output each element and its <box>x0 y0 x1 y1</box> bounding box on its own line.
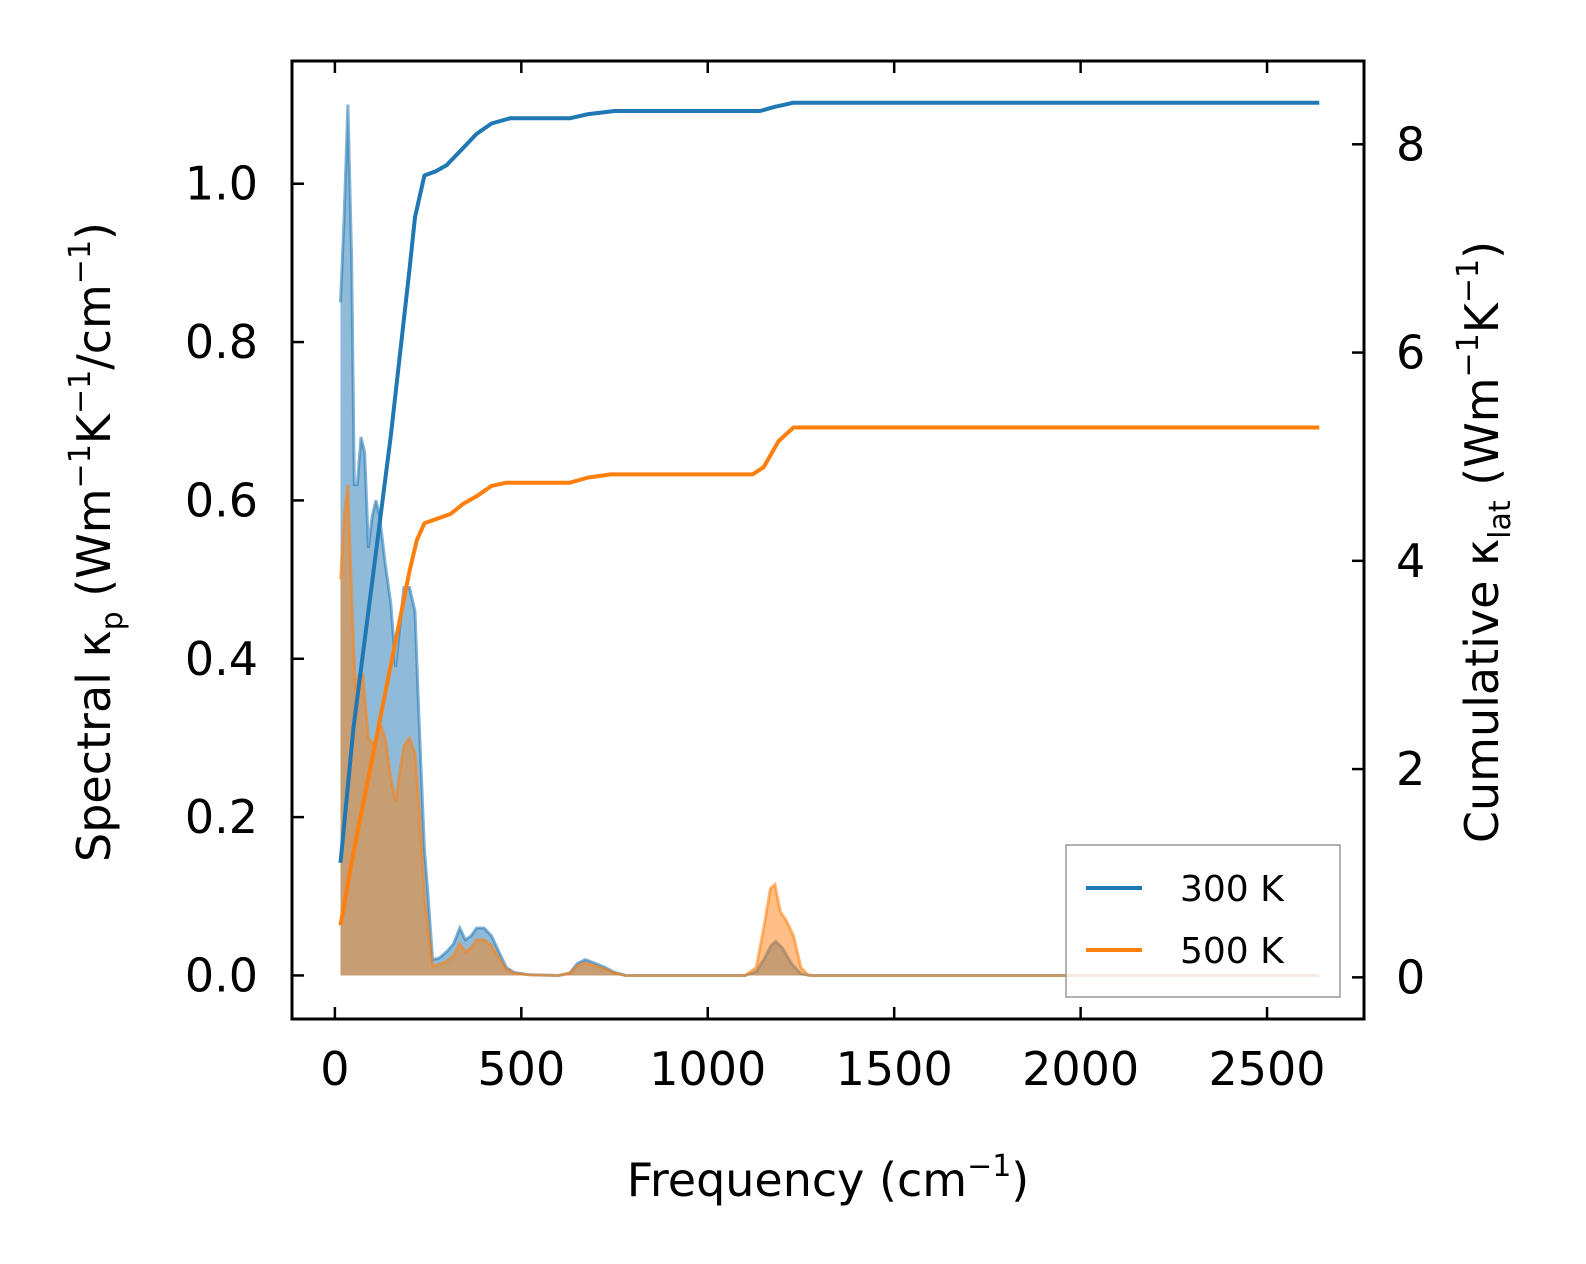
x-axis-ticks: 0 500 1000 1500 2000 2500 <box>320 61 1326 1096</box>
right-y-tick-label: 2 <box>1396 742 1425 796</box>
left-y-tick-label: 0.8 <box>185 315 258 369</box>
right-y-tick-label: 4 <box>1396 534 1425 588</box>
legend-label-500k: 500 K <box>1180 931 1285 972</box>
plot-frame <box>290 59 1366 1021</box>
left-y-axis-ticks: 0.0 0.2 0.4 0.6 0.8 1.0 <box>185 157 304 1002</box>
right-y-tick-label: 6 <box>1396 326 1425 380</box>
x-tick-label: 2500 <box>1209 1042 1326 1096</box>
legend-label-300k: 300 K <box>1180 869 1285 910</box>
right-y-axis-title: Cumulative κlat (Wm−1K−1) <box>1451 241 1518 843</box>
x-tick-label: 0 <box>320 1042 349 1096</box>
x-tick-label: 1500 <box>836 1042 953 1096</box>
left-y-tick-label: 0.6 <box>185 473 258 527</box>
x-tick-label: 2000 <box>1022 1042 1139 1096</box>
right-y-axis-ticks: 0 2 4 6 8 <box>1352 117 1425 1004</box>
left-y-tick-label: 0.0 <box>185 948 258 1002</box>
x-tick-label: 1000 <box>649 1042 766 1096</box>
cumulative-line-300k <box>338 100 1320 863</box>
right-y-tick-label: 8 <box>1396 117 1425 171</box>
left-y-tick-label: 0.4 <box>185 632 258 686</box>
right-y-tick-label: 0 <box>1396 950 1425 1004</box>
cumulative-line-500k <box>338 425 1320 926</box>
legend: 300 K 500 K <box>1065 844 1341 998</box>
legend-box <box>1065 844 1341 998</box>
left-y-tick-label: 1.0 <box>185 157 258 211</box>
x-axis-title: Frequency (cm−1) <box>627 1149 1030 1207</box>
x-tick-label: 500 <box>477 1042 565 1096</box>
left-y-axis-title: Spectral κp (Wm−1K−1/cm−1) <box>63 222 130 862</box>
cumulative-lines <box>338 100 1320 926</box>
left-y-tick-label: 0.2 <box>185 790 258 844</box>
